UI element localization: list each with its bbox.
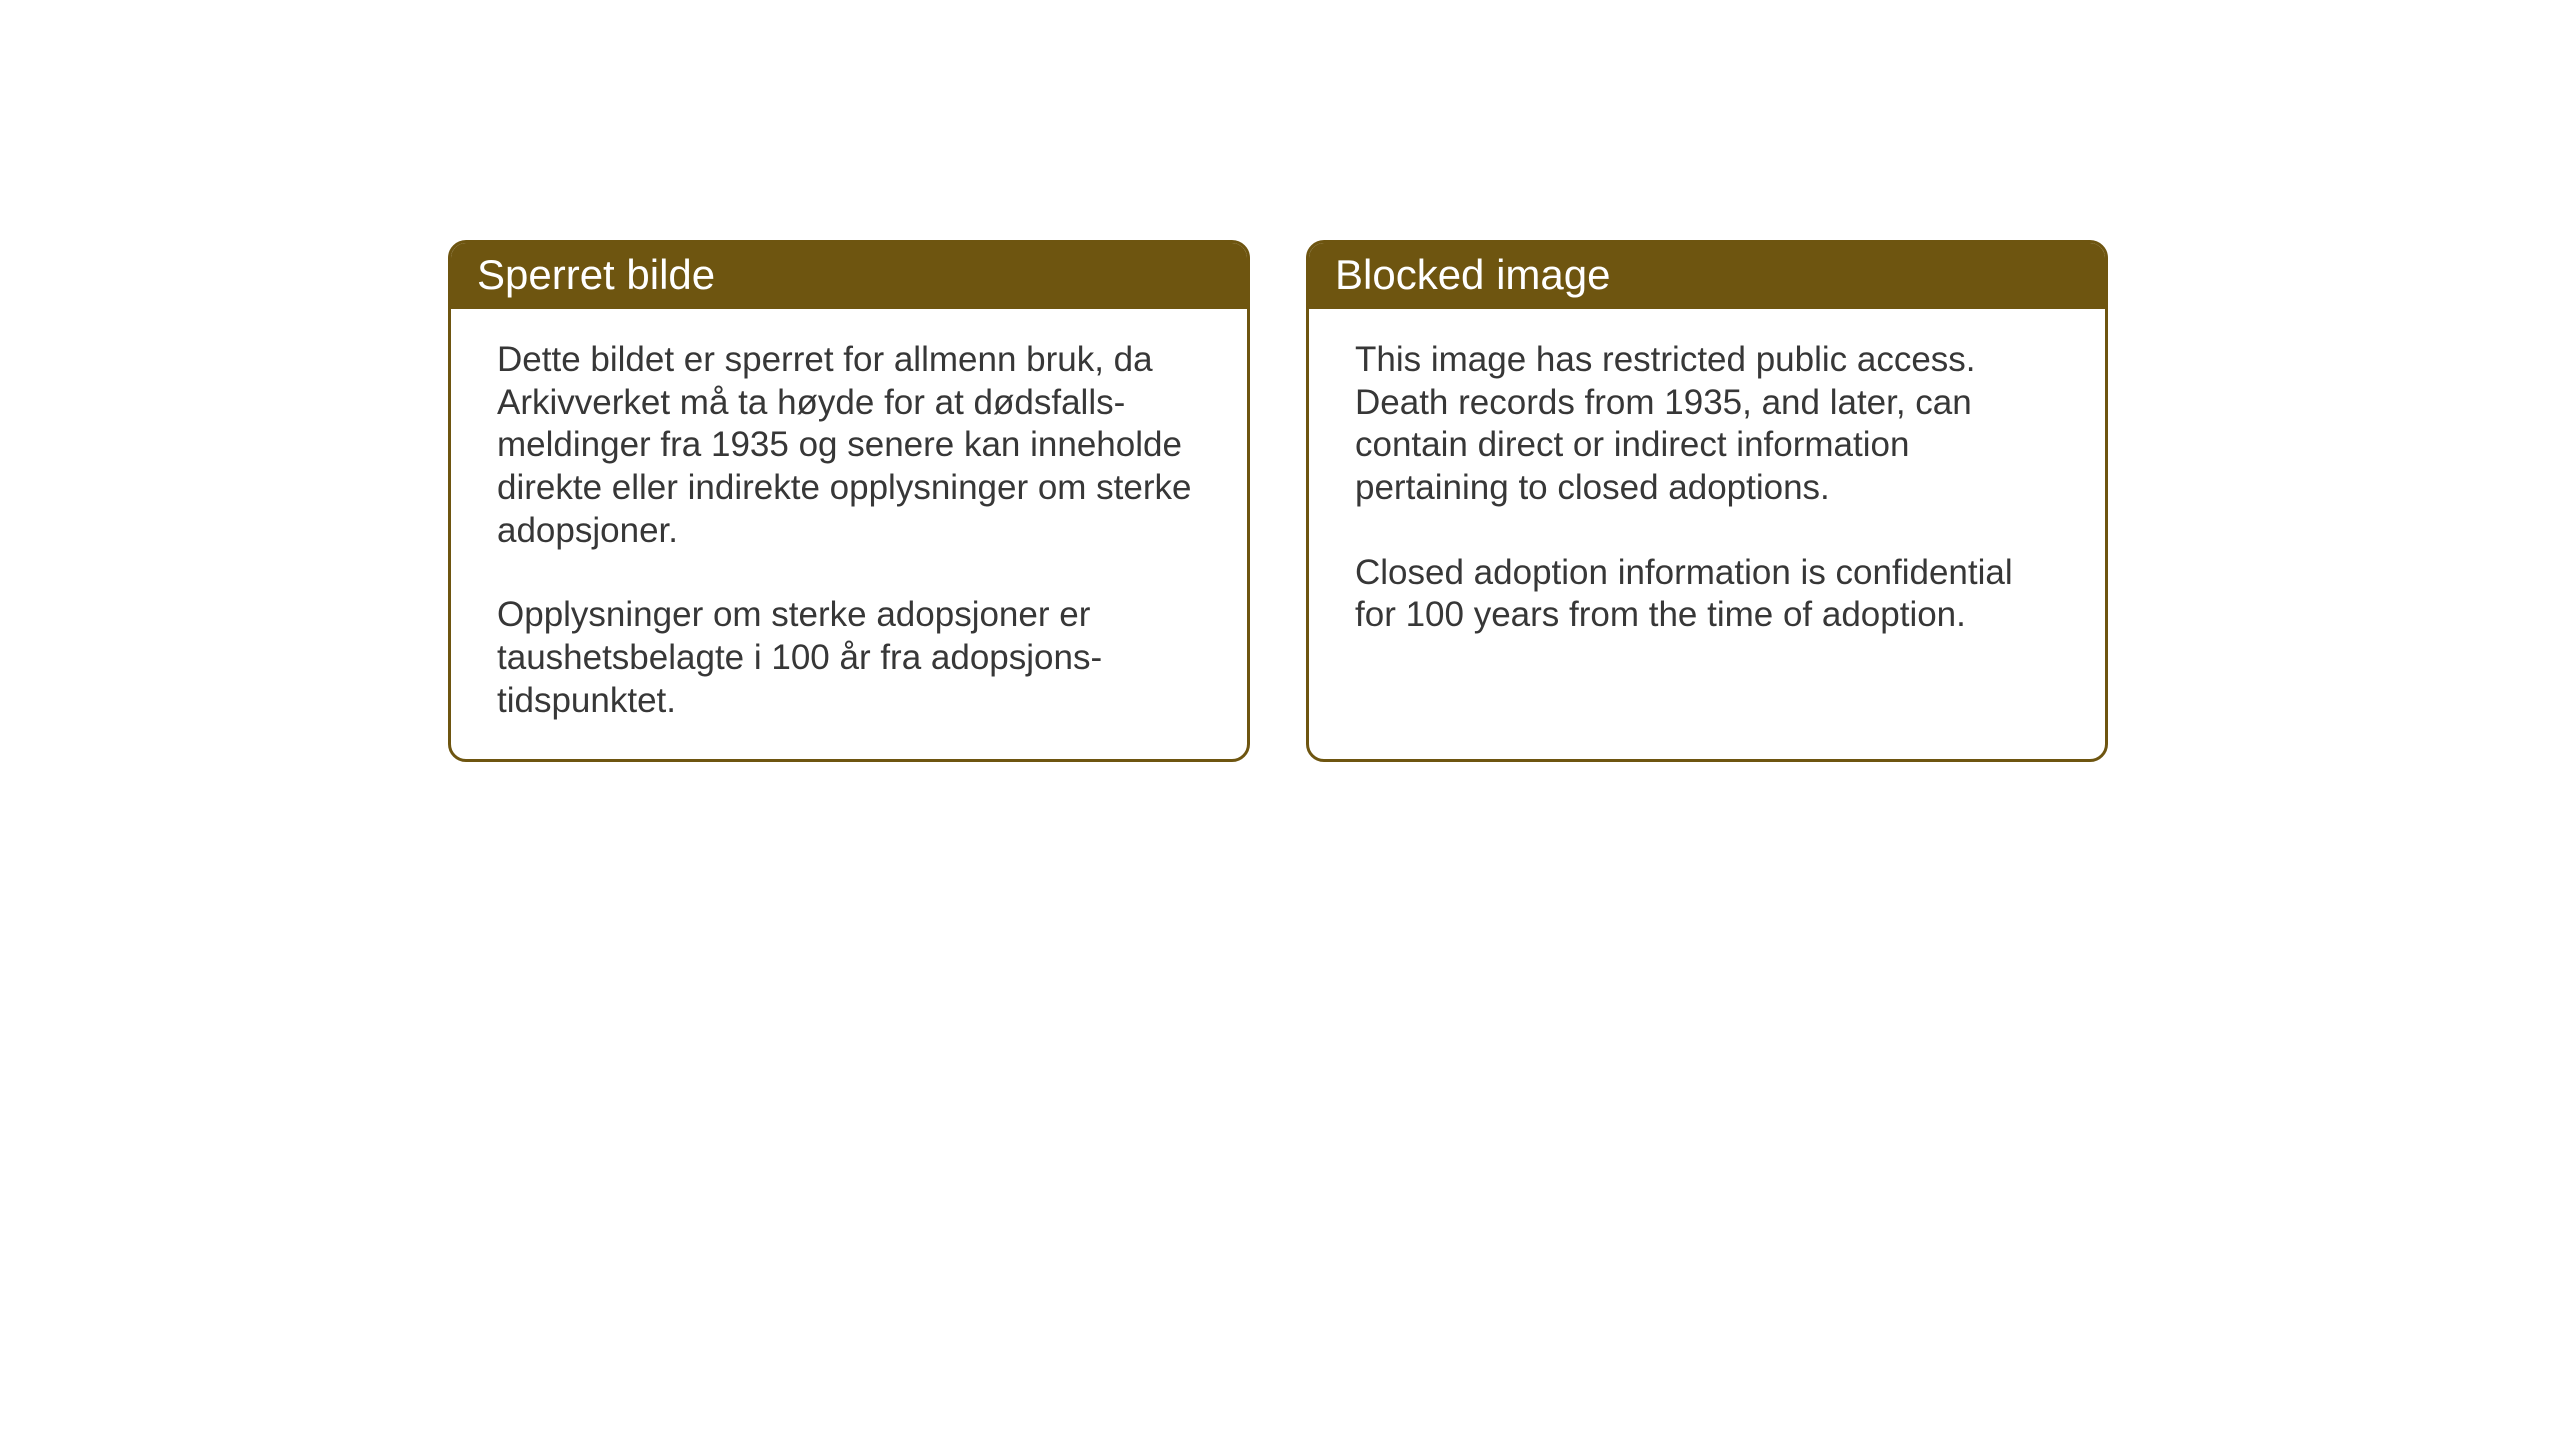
notice-header-english: Blocked image [1309, 243, 2105, 309]
notice-container: Sperret bilde Dette bildet er sperret fo… [448, 240, 2108, 762]
notice-paragraph: Dette bildet er sperret for allmenn bruk… [497, 339, 1201, 552]
notice-paragraph: This image has restricted public access.… [1355, 339, 2059, 510]
notice-body-english: This image has restricted public access.… [1309, 309, 2105, 709]
notice-card-norwegian: Sperret bilde Dette bildet er sperret fo… [448, 240, 1250, 762]
notice-card-english: Blocked image This image has restricted … [1306, 240, 2108, 762]
notice-paragraph: Opplysninger om sterke adopsjoner er tau… [497, 594, 1201, 722]
notice-header-norwegian: Sperret bilde [451, 243, 1247, 309]
notice-paragraph: Closed adoption information is confident… [1355, 552, 2059, 637]
notice-body-norwegian: Dette bildet er sperret for allmenn bruk… [451, 309, 1247, 759]
